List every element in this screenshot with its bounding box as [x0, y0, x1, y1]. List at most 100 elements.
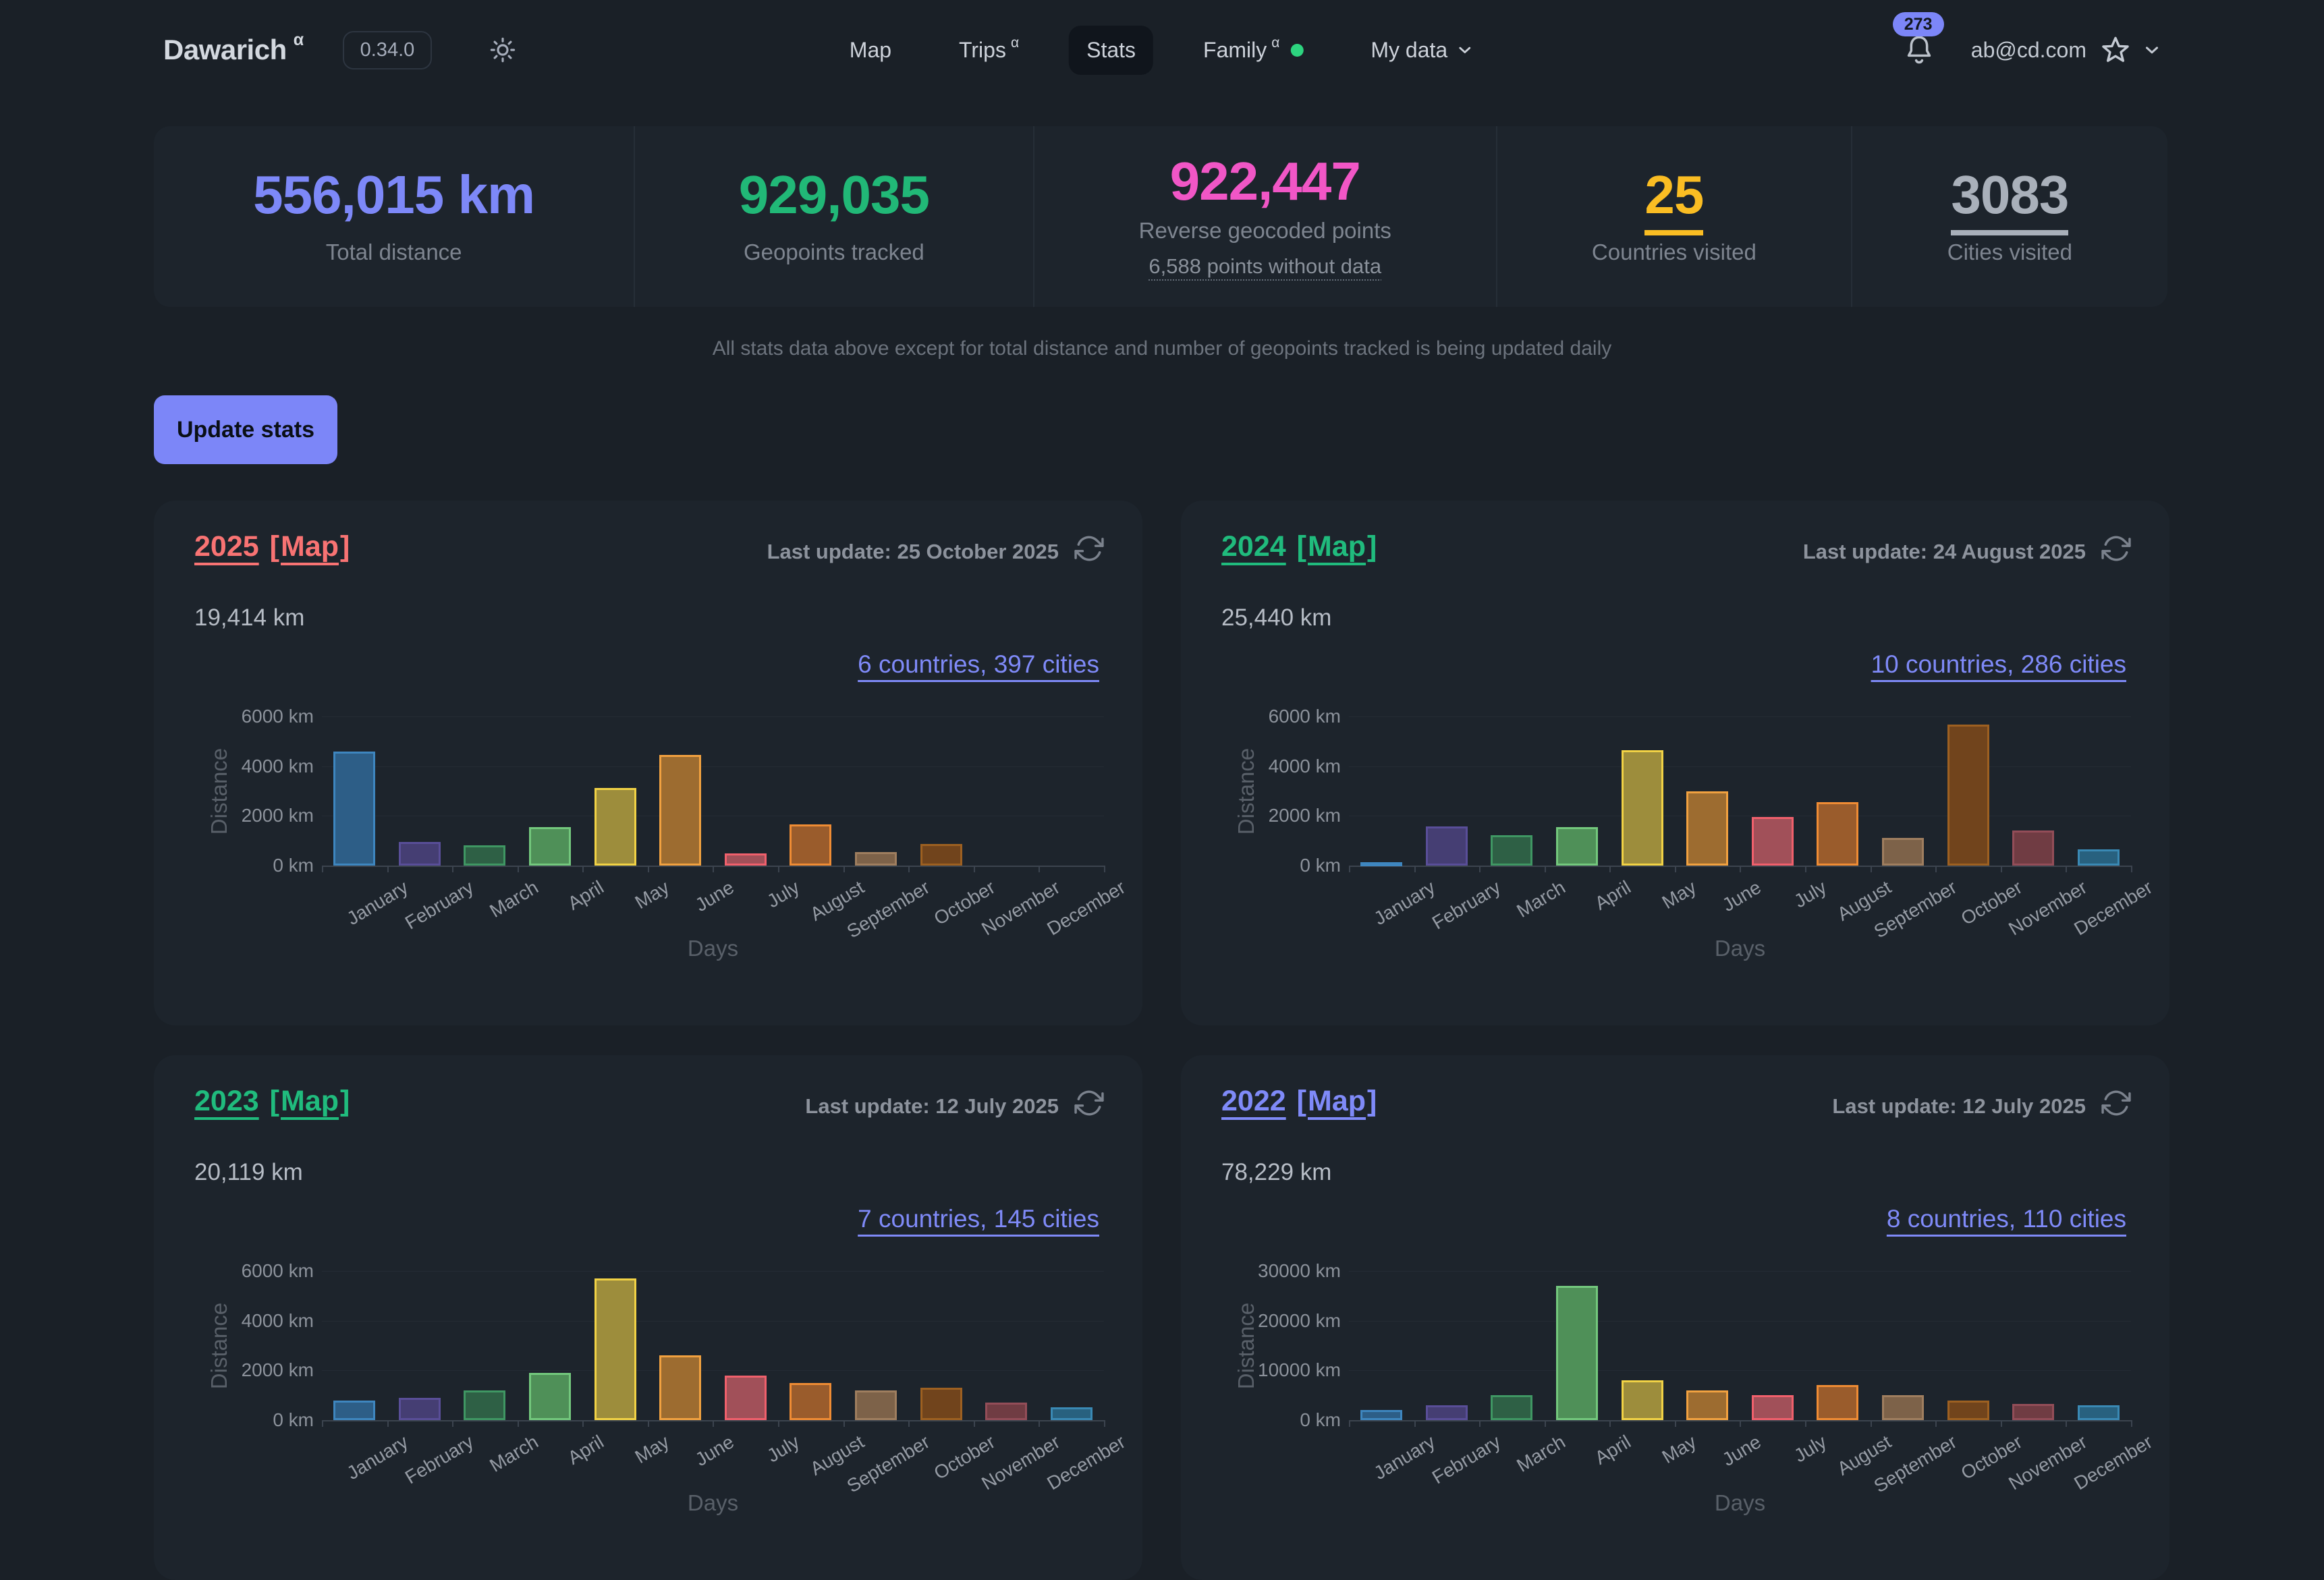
x-axis-tick: [778, 866, 780, 872]
bar-december: [2077, 1405, 2120, 1420]
nav-item-family[interactable]: Family α: [1186, 26, 1321, 75]
nav-item-my-data[interactable]: My data: [1353, 26, 1492, 75]
alpha-superscript: α: [293, 30, 304, 49]
refresh-icon[interactable]: [1074, 1088, 1105, 1119]
stat-label: Countries visited: [1591, 239, 1756, 265]
year-link[interactable]: 2022: [1221, 1085, 1286, 1117]
x-axis-tick: [322, 1420, 323, 1427]
x-axis-title: Days: [687, 936, 739, 961]
countries-cities-link[interactable]: 7 countries, 145 cities: [858, 1205, 1099, 1233]
user-menu-chevron-icon[interactable]: [2142, 40, 2162, 60]
x-axis-tick: [2066, 1420, 2068, 1427]
year-map-link[interactable]: Map: [281, 530, 339, 563]
x-axis-tick: [2130, 866, 2132, 872]
bar-september: [1881, 837, 1924, 866]
y-axis-tick-label: 0 km: [273, 855, 314, 876]
bar-october: [920, 1388, 962, 1420]
bar-march: [1491, 835, 1533, 866]
x-axis-tick: [1805, 1420, 1807, 1427]
x-axis-tick: [1544, 1420, 1546, 1427]
alpha-superscript: α: [1271, 35, 1280, 51]
distance-bar-chart[interactable]: 0 km 2000 km 4000 km 6000 km January February…: [154, 501, 1142, 1025]
x-axis-tick: [2130, 1420, 2132, 1427]
x-axis-tick: [1609, 866, 1611, 872]
x-axis-tick: [713, 866, 715, 872]
year-map-link[interactable]: Map: [1308, 530, 1366, 563]
bar-april: [1556, 826, 1599, 866]
y-axis-tick-label: 2000 km: [241, 1359, 314, 1381]
stat-total-distance: 556,015 km Total distance: [154, 126, 634, 307]
bar-july: [724, 853, 767, 866]
countries-cities-link[interactable]: 8 countries, 110 cities: [1886, 1205, 2126, 1233]
year-card-2022: 2022 [Map] Last update: 12 July 2025 78,2…: [1181, 1055, 2169, 1580]
y-axis-tick-label: 4000 km: [241, 1309, 314, 1331]
countries-cities-link[interactable]: 10 countries, 286 cities: [1871, 650, 2126, 678]
points-without-data-link[interactable]: 6,588 points without data: [1149, 254, 1382, 278]
x-axis-title: Days: [1714, 936, 1766, 961]
x-axis-tick: [1479, 1420, 1481, 1427]
family-online-dot: [1290, 43, 1304, 57]
nav-item-stats[interactable]: Stats: [1069, 25, 1154, 75]
user-email[interactable]: ab@cd.com: [1970, 37, 2086, 62]
bar-april: [1556, 1286, 1599, 1420]
year-card-2025: 2025 [Map] Last update: 25 October 2025 1…: [154, 501, 1142, 1025]
bar-december: [2077, 849, 2120, 866]
x-axis-tick: [843, 1420, 845, 1427]
distance-bar-chart[interactable]: 0 km 2000 km 4000 km 6000 km January February…: [154, 1055, 1142, 1580]
refresh-icon[interactable]: [2101, 1088, 2132, 1119]
bar-may: [594, 1278, 636, 1420]
y-axis-tick-label: 20000 km: [1258, 1309, 1341, 1331]
bar-january: [333, 751, 376, 866]
year-map-link[interactable]: Map: [281, 1085, 339, 1117]
x-axis-tick: [1349, 1420, 1350, 1427]
refresh-icon[interactable]: [2101, 533, 2132, 564]
chevron-down-icon: [1459, 47, 1471, 53]
bar-may: [1621, 1380, 1663, 1420]
theme-toggle-button[interactable]: [489, 36, 517, 64]
chart-gridline: [1349, 766, 2131, 767]
x-axis-tick: [908, 866, 910, 872]
x-axis-tick: [1103, 866, 1105, 872]
bar-march: [1491, 1395, 1533, 1420]
x-axis-tick: [778, 1420, 780, 1427]
year-distance: 20,119 km: [194, 1159, 303, 1185]
stat-label: Cities visited: [1947, 239, 2072, 265]
alpha-superscript: α: [1010, 35, 1020, 51]
bar-may: [594, 788, 636, 866]
x-axis-tick: [843, 866, 845, 872]
x-axis-tick: [647, 866, 649, 872]
year-card-2024: 2024 [Map] Last update: 24 August 2025 25…: [1181, 501, 2169, 1025]
notifications-button[interactable]: 273: [1892, 12, 1944, 69]
stat-geopoints-tracked: 929,035 Geopoints tracked: [634, 126, 1032, 307]
x-axis-tick: [1870, 1420, 1872, 1427]
bar-october: [920, 843, 962, 866]
year-distance: 19,414 km: [194, 604, 305, 631]
bar-january: [333, 1400, 376, 1420]
distance-bar-chart[interactable]: 0 km 2000 km 4000 km 6000 km January February…: [1181, 501, 2169, 1025]
x-axis-tick: [1740, 1420, 1742, 1427]
year-link[interactable]: 2023: [194, 1085, 259, 1117]
x-axis-tick: [713, 1420, 715, 1427]
x-axis-tick: [1103, 1420, 1105, 1427]
countries-cities-link[interactable]: 6 countries, 397 cities: [858, 650, 1099, 678]
nav-item-map[interactable]: Map: [849, 37, 892, 62]
year-map-link[interactable]: Map: [1308, 1085, 1366, 1117]
update-note: All stats data above except for total di…: [712, 337, 1612, 360]
stat-value: 3083: [1951, 165, 2069, 236]
bar-march: [464, 1390, 506, 1420]
stats-summary-row: 556,015 km Total distance 929,035 Geopoi…: [154, 126, 2167, 307]
year-link[interactable]: 2024: [1221, 530, 1286, 563]
update-stats-button[interactable]: Update stats: [154, 395, 337, 464]
app-logo[interactable]: Dawarich α: [163, 30, 304, 66]
refresh-icon[interactable]: [1074, 533, 1105, 564]
bar-october: [1947, 1400, 1989, 1420]
x-axis-tick: [1544, 866, 1546, 872]
navbar: Dawarich α 0.34.0 Map Trips α Stats Family…: [0, 0, 2324, 100]
nav-item-trips[interactable]: Trips α: [959, 35, 1020, 62]
favorite-button[interactable]: [2100, 34, 2131, 65]
bar-april: [529, 826, 572, 866]
year-link[interactable]: 2025: [194, 530, 259, 563]
bar-july: [1751, 817, 1794, 866]
bar-august: [790, 824, 832, 866]
distance-bar-chart[interactable]: 0 km 10000 km 20000 km 30000 km January Febru…: [1181, 1055, 2169, 1580]
